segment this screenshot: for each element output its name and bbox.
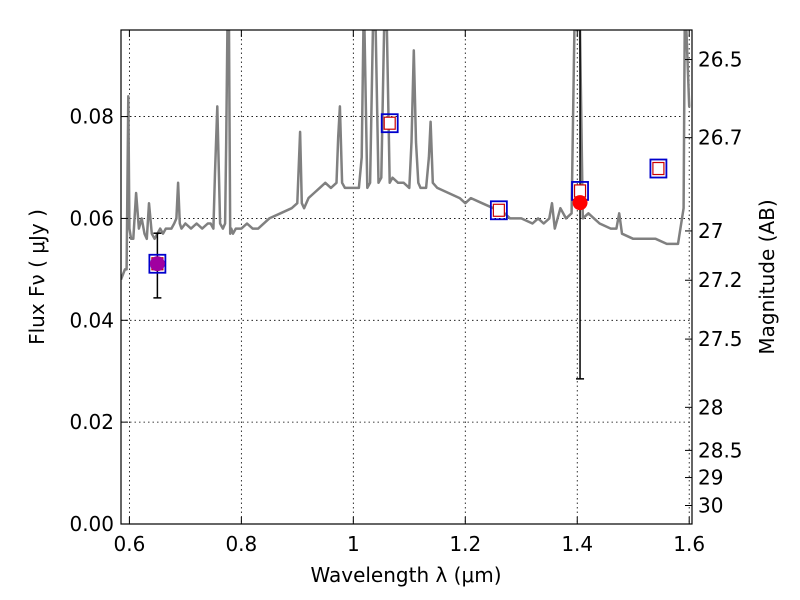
model-point-inner	[383, 116, 396, 130]
x-tick-label: 0.6	[113, 532, 145, 556]
mag-tick-label: 27.5	[698, 327, 743, 351]
model-point-box	[649, 158, 668, 179]
x-tick-label: 0.8	[225, 532, 257, 556]
y-tick-label: 0.04	[69, 308, 114, 332]
y-tick-label: 0.06	[69, 206, 114, 230]
spectrum-line	[121, 30, 691, 280]
mag-tick-label: 28	[698, 395, 723, 419]
model-point-inner	[492, 203, 505, 217]
mag-tick-label: 27	[698, 219, 723, 243]
plot-frame	[120, 29, 693, 525]
y-axis-label: Flux Fν ( μJy )	[25, 209, 49, 345]
y-tick-label: 0.08	[69, 105, 114, 129]
measured-point	[149, 256, 165, 272]
plot-area	[121, 30, 691, 280]
x-tick-label: 1.4	[561, 532, 593, 556]
axis-ticks: 0.6 0.8 1 1.2 1.4 1.6 0.00 0.02 0.04 0.06 0.08 26.5…	[69, 30, 743, 556]
y-tick-label: 0.00	[69, 512, 114, 536]
x-axis-label: Wavelength λ (μm)	[310, 563, 501, 587]
model-point-box	[489, 200, 508, 221]
model-point-box	[148, 253, 167, 274]
model-point-inner	[573, 184, 587, 198]
x-tick-label: 1.2	[449, 532, 481, 556]
mag-tick-label: 30	[698, 494, 723, 518]
model-point-box	[380, 113, 399, 134]
mag-tick-label: 29	[698, 466, 723, 490]
measured-point	[572, 195, 588, 211]
y-tick-label: 0.02	[69, 410, 114, 434]
mag-tick-label: 27.2	[698, 268, 743, 292]
mag-tick-label: 28.5	[698, 438, 743, 462]
y-right-axis-label: Magnitude (AB)	[755, 199, 779, 354]
mag-tick-label: 26.5	[698, 48, 743, 72]
data-points	[148, 30, 668, 380]
x-tick-label: 1.6	[673, 532, 705, 556]
model-point-inner	[652, 161, 665, 176]
mag-tick-label: 26.7	[698, 126, 743, 150]
x-tick-label: 1	[347, 532, 360, 556]
